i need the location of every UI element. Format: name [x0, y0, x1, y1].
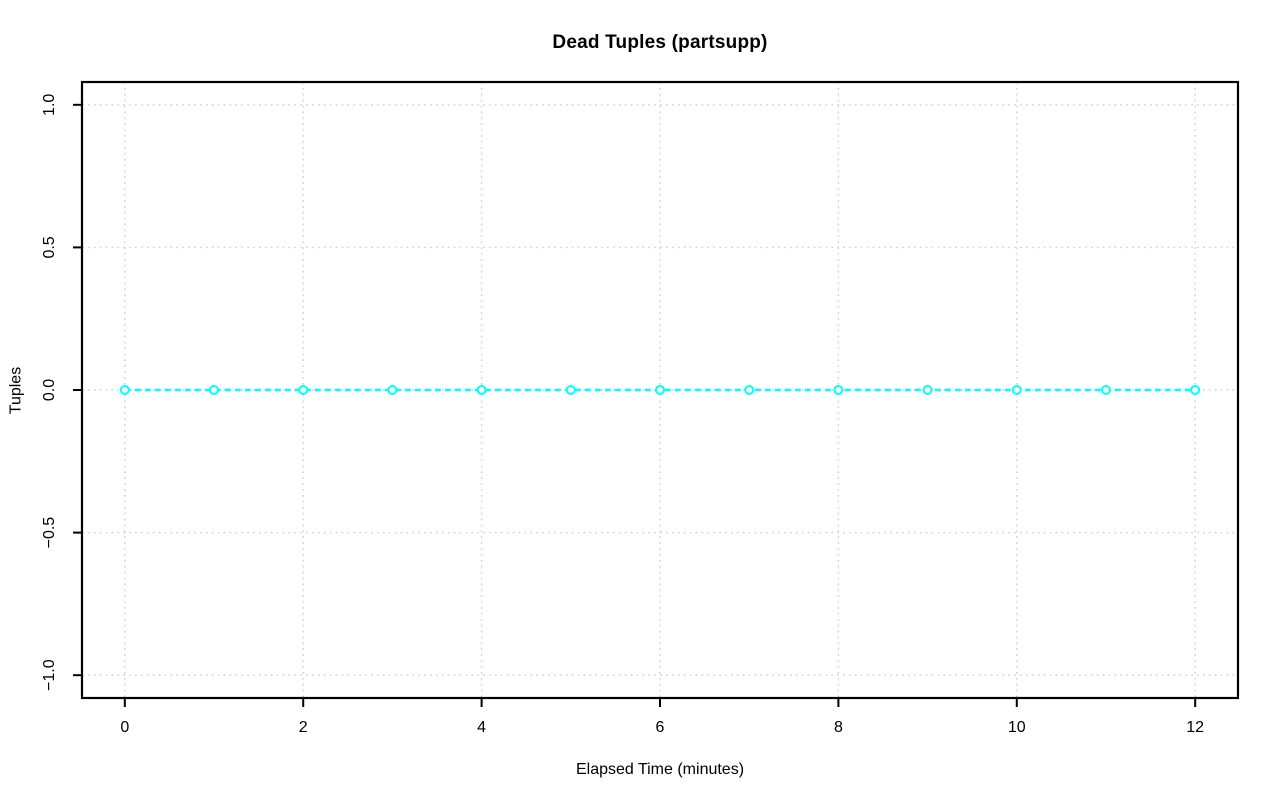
data-point	[655, 385, 665, 395]
data-point	[565, 385, 576, 395]
x-tick-label: 12	[1186, 719, 1204, 736]
x-axis-label: Elapsed Time (minutes)	[575, 761, 745, 778]
data-point	[387, 385, 398, 395]
data-point	[744, 385, 755, 395]
y-tick-label: −1.0	[41, 659, 58, 691]
y-tick-label: 0.0	[41, 379, 58, 401]
y-tick-label: 0.5	[41, 236, 58, 258]
data-point	[833, 385, 844, 395]
data-point	[476, 385, 487, 395]
data-point	[298, 385, 309, 395]
x-tick-label: 10	[1008, 719, 1026, 736]
data-point	[1190, 385, 1201, 395]
x-tick-label: 2	[299, 719, 308, 736]
data-point	[922, 385, 933, 395]
y-axis-label: Tuples	[7, 366, 25, 415]
data-point	[1100, 385, 1111, 395]
x-tick-label: 8	[834, 719, 843, 736]
data-point	[1011, 385, 1022, 395]
chart-title: Dead Tuples (partsupp)	[552, 32, 768, 53]
x-tick-label: 0	[120, 719, 129, 736]
y-tick-label: 1.0	[41, 94, 58, 116]
x-tick-label: 6	[656, 719, 665, 736]
data-point	[119, 385, 130, 395]
x-tick-label: 4	[477, 719, 486, 736]
data-point	[209, 385, 220, 395]
y-tick-label: −0.5	[41, 517, 58, 549]
